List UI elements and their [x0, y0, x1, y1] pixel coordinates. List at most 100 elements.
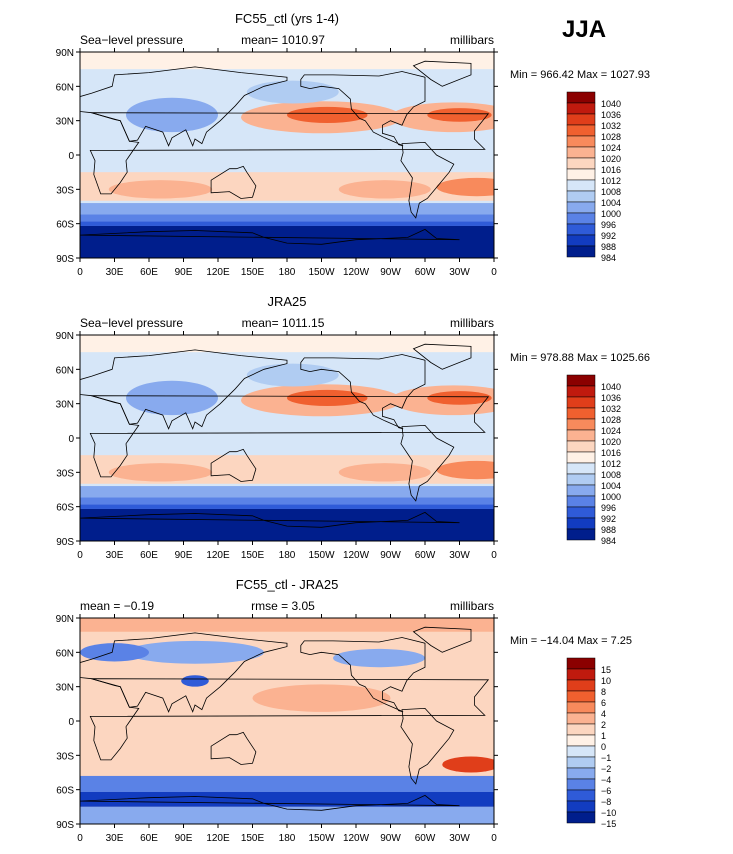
panel-units-label: millibars [450, 316, 494, 330]
panel-center-label: mean= 1011.15 [242, 316, 325, 330]
x-tick-label: 30W [449, 833, 470, 844]
coastline-5 [412, 343, 472, 370]
panel-center-label: mean= 1010.97 [241, 33, 325, 47]
diff-south-atlantic-high [442, 756, 494, 773]
y-tick-label: 30N [56, 400, 74, 411]
coastline-4 [400, 141, 455, 219]
colorbar-box [566, 723, 596, 736]
colorbar-label: 0 [601, 742, 606, 752]
colorbar-label: 1000 [601, 209, 621, 219]
asian-monsoon-low [126, 380, 218, 416]
colorbar-label: 1004 [601, 481, 621, 491]
colorbar-box [566, 440, 596, 453]
x-tick-label: 90W [380, 267, 401, 278]
colorbar-box [566, 407, 596, 420]
x-tick-label: 0 [77, 267, 83, 278]
colorbar-label: 1040 [601, 382, 621, 392]
colorbar-box [566, 517, 596, 530]
panel-minmax-label: Min = 978.88 Max = 1025.66 [510, 352, 650, 364]
azores-high-core [427, 108, 492, 122]
x-tick-label: 90E [175, 267, 193, 278]
colorbar-label: 1000 [601, 492, 621, 502]
north-pacific-high-core [287, 106, 368, 123]
colorbar-box [566, 506, 596, 519]
x-tick-label: 120E [206, 267, 230, 278]
colorbar-label: 2 [601, 720, 606, 730]
colorbar: 1040103610321028102410201016101210081004… [566, 374, 621, 546]
x-tick-label: 30E [106, 267, 124, 278]
coastline-2 [210, 731, 257, 765]
colorbar-label: 1012 [601, 459, 621, 469]
colorbar-label: 996 [601, 220, 616, 230]
x-tick-label: 0 [77, 833, 83, 844]
colorbar-label: 992 [601, 514, 616, 524]
colorbar-label: −10 [601, 808, 616, 818]
x-tick-label: 150W [308, 267, 335, 278]
colorbar-box [566, 668, 596, 681]
panel-left-label: Sea−level pressure [80, 33, 183, 47]
colorbar-label: 4 [601, 709, 606, 719]
colorbar-box [566, 396, 596, 409]
antarctic-low-band [80, 225, 494, 258]
colorbar-box [566, 168, 596, 181]
indian-ocean-high [108, 463, 213, 482]
x-tick-label: 90W [380, 833, 401, 844]
coastline-2 [210, 165, 257, 199]
storm-track-band-2 [80, 497, 494, 505]
coastline-4 [400, 707, 455, 785]
colorbar-label: 1008 [601, 470, 621, 480]
x-tick-label: 0 [491, 267, 497, 278]
colorbar-box [566, 734, 596, 747]
colorbar-box [566, 789, 596, 802]
polar-band-north [80, 335, 494, 353]
colorbar-box [566, 157, 596, 170]
colorbar-box [566, 800, 596, 813]
colorbar-label: −4 [601, 775, 611, 785]
colorbar-box [566, 212, 596, 225]
coastline-1 [89, 112, 490, 195]
colorbar-label: 1036 [601, 110, 621, 120]
colorbar-box [566, 190, 596, 203]
polar-band-north [80, 52, 494, 70]
y-tick-label: 90N [56, 614, 74, 625]
coastline-1 [89, 395, 490, 478]
x-tick-label: 0 [491, 550, 497, 561]
colorbar-box [566, 223, 596, 236]
colorbar-label: 1028 [601, 132, 621, 142]
y-tick-label: 30N [56, 117, 74, 128]
x-tick-label: 180 [279, 267, 296, 278]
colorbar-label: 988 [601, 525, 616, 535]
colorbar-box [566, 701, 596, 714]
diff-storm-track-1 [80, 775, 494, 792]
x-tick-label: 90W [380, 550, 401, 561]
x-tick-label: 0 [491, 833, 497, 844]
y-tick-label: 0 [68, 434, 74, 445]
x-tick-label: 30E [106, 550, 124, 561]
y-tick-label: 60N [56, 648, 74, 659]
y-tick-label: 90S [56, 254, 74, 265]
colorbar-label: 992 [601, 231, 616, 241]
x-tick-label: 90E [175, 833, 193, 844]
colorbar-label: 1028 [601, 415, 621, 425]
colorbar-box [566, 201, 596, 214]
colorbar-box [566, 756, 596, 769]
colorbar-box [566, 91, 596, 104]
map-panel-2: FC55_ctl - JRA25 mean = −0.19 rmse = 3.05 m… [56, 577, 632, 844]
x-tick-label: 30W [449, 267, 470, 278]
panel-title: FC55_ctl - JRA25 [236, 577, 339, 592]
colorbar-box [566, 102, 596, 115]
colorbar-box [566, 462, 596, 475]
colorbar-box [566, 385, 596, 398]
colorbar-box [566, 745, 596, 758]
colorbar-box [566, 374, 596, 387]
coastline-3 [300, 71, 426, 147]
colorbar-label: 988 [601, 242, 616, 252]
x-tick-label: 60E [140, 550, 158, 561]
colorbar-label: 1012 [601, 176, 621, 186]
colorbar-box [566, 418, 596, 431]
colorbar-label: 1020 [601, 154, 621, 164]
colorbar-box [566, 146, 596, 159]
panel-left-label: mean = −0.19 [80, 599, 154, 613]
